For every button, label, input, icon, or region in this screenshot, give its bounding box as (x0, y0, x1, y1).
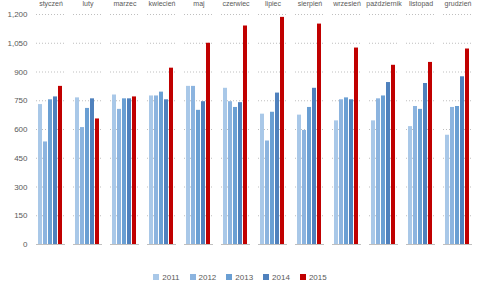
svg-text:600: 600 (14, 125, 28, 134)
svg-text:grudzień: grudzień (445, 0, 472, 8)
html-text:2014: 2014 (272, 272, 290, 282)
svg-text:listopad: listopad (409, 0, 433, 8)
svg-text:wrzesień: wrzesień (332, 0, 361, 7)
svg-text:kwiecień: kwiecień (149, 0, 176, 7)
svg-text:150: 150 (14, 211, 28, 220)
svg-text:sierpień: sierpień (298, 0, 323, 8)
svg-text:maj: maj (193, 0, 205, 8)
svg-text:czerwiec: czerwiec (222, 0, 250, 7)
svg-text:900: 900 (14, 68, 28, 77)
svg-text:styczeń: styczeń (39, 0, 63, 8)
svg-text:marzec: marzec (114, 0, 137, 7)
svg-text:październik: październik (366, 0, 402, 8)
svg-text:luty: luty (83, 0, 94, 8)
svg-text:0: 0 (23, 240, 28, 249)
svg-text:lipiec: lipiec (265, 0, 281, 8)
html-text:2011: 2011 (162, 272, 180, 282)
html-text:2013: 2013 (235, 272, 254, 282)
svg-text:300: 300 (14, 183, 28, 192)
svg-text:1,050: 1,050 (7, 39, 28, 48)
html-text:2015: 2015 (308, 272, 327, 282)
svg-text:750: 750 (14, 96, 28, 105)
html-text:2012: 2012 (198, 272, 217, 282)
svg-text:1,200: 1,200 (7, 10, 28, 19)
svg-text:450: 450 (14, 154, 28, 163)
